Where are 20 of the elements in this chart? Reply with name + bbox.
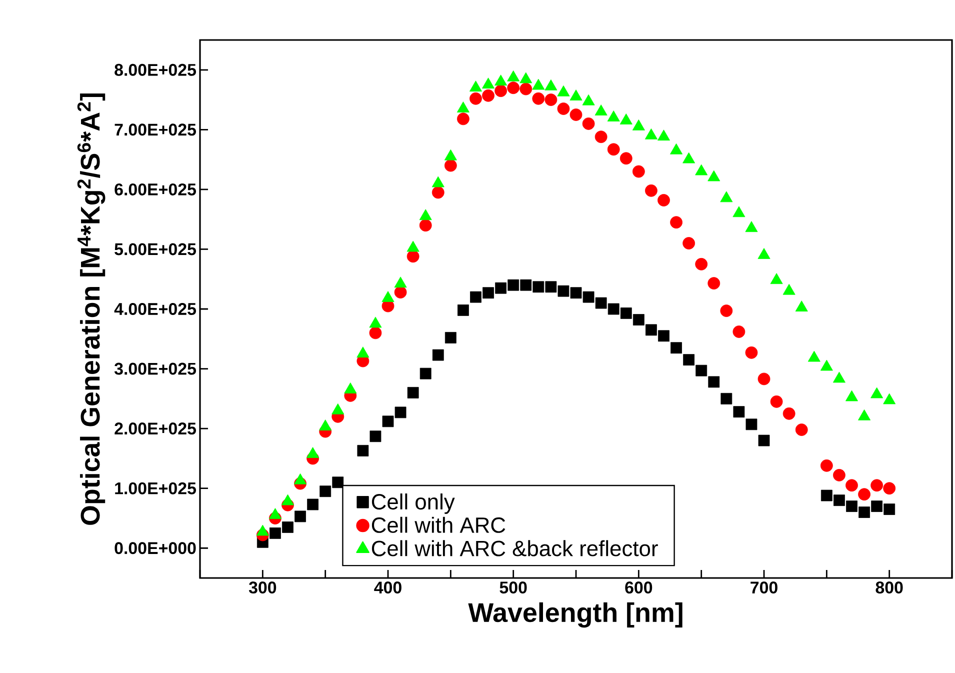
x-tick-label: 700 xyxy=(750,582,778,594)
x-tick-label: 300 xyxy=(248,582,276,594)
y-tick-label: 3.00E+025 xyxy=(114,362,196,375)
legend-label: Cell only xyxy=(372,493,455,514)
x-tick-label: 800 xyxy=(876,582,903,594)
y-tick-label: 1.00E+025 xyxy=(115,482,196,494)
legend-label: Cell with ARC &back reflector xyxy=(372,540,658,556)
x-tick-label: 500 xyxy=(500,582,527,594)
y-tick-label: 5.00E+025 xyxy=(114,243,196,256)
x-tick-label: 400 xyxy=(374,582,402,594)
y-tick-label: 6.00E+025 xyxy=(114,183,196,196)
y-tick-label: 4.00E+025 xyxy=(114,303,196,316)
x-tick-label: 600 xyxy=(625,582,652,594)
y-tick-label: 0.00E+000 xyxy=(114,542,196,554)
x-axis-title: Wavelength [nm] xyxy=(468,602,682,628)
y-tick-label: 8.00E+025 xyxy=(114,64,196,76)
legend-label: Cell with ARC xyxy=(372,516,506,533)
y-tick-label: 7.00E+025 xyxy=(114,124,196,136)
text: Optical Generation [M$^{4}$*Kg$^{2}$/S$^{6}$*A$^{2}$] xyxy=(77,94,106,525)
y-tick-label: 2.00E+025 xyxy=(114,422,196,435)
